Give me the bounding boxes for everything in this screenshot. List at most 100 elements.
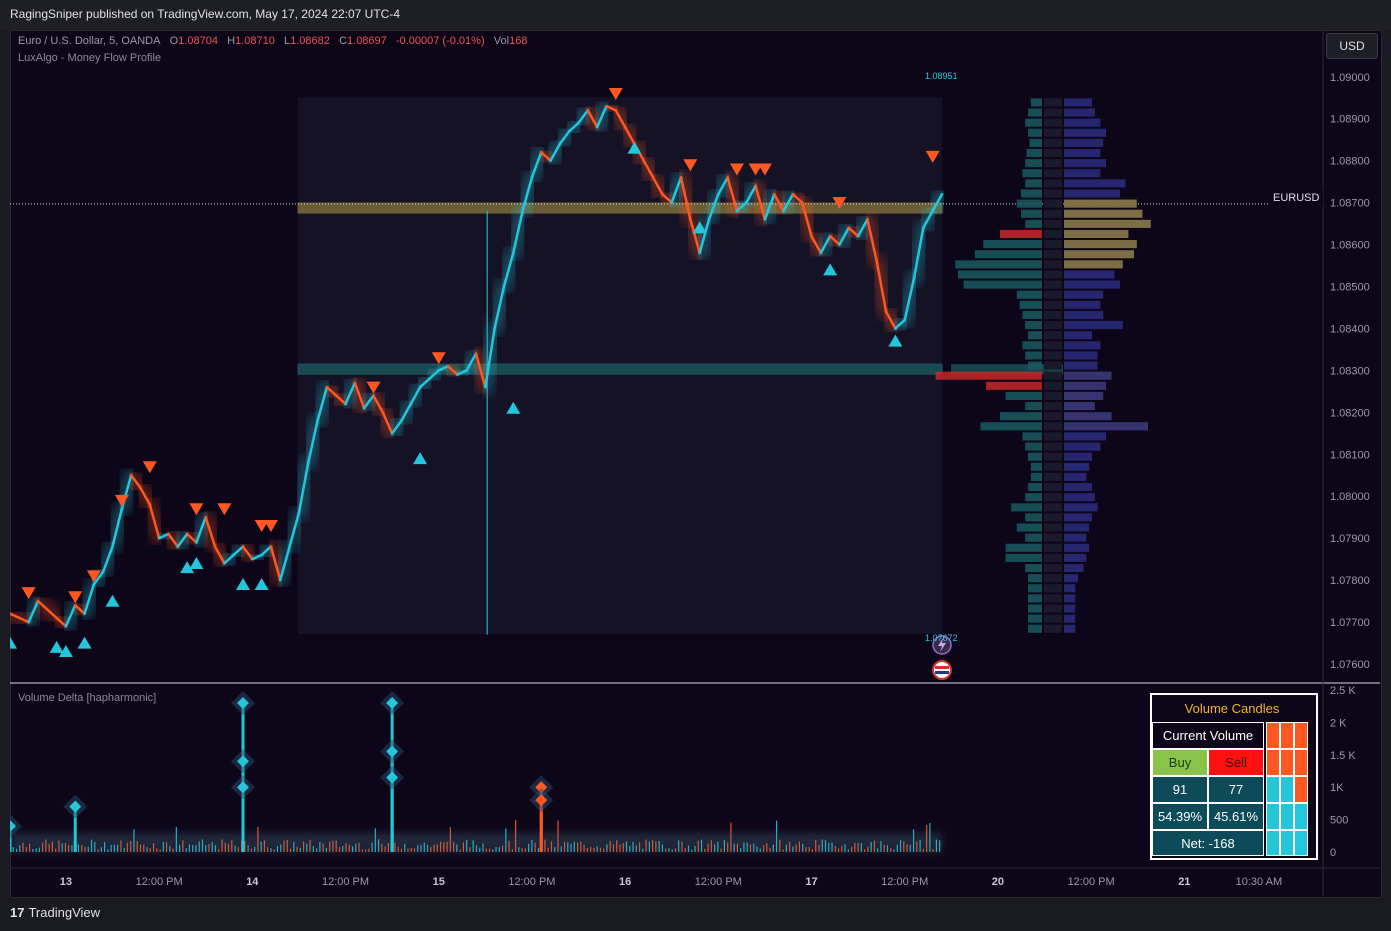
price-segment xyxy=(642,159,655,179)
net-value: Net: -168 xyxy=(1152,830,1264,856)
price-segment xyxy=(176,532,189,548)
price-tick-label: 1.08000 xyxy=(1330,491,1370,503)
price-segment xyxy=(325,385,338,397)
profile-row-mid xyxy=(1044,159,1062,168)
currency-button[interactable]: USD xyxy=(1326,33,1378,59)
profile-row-right xyxy=(1064,260,1123,269)
profile-row-mid xyxy=(1044,321,1062,330)
profile-row-left xyxy=(1022,310,1042,320)
profile-row-right xyxy=(1064,574,1078,583)
sell-signal-icon xyxy=(217,503,232,516)
price-tick-label: 1.09000 xyxy=(1330,72,1370,84)
profile-row-left xyxy=(1005,391,1042,401)
price-segment xyxy=(139,486,152,506)
price-segment xyxy=(521,176,534,213)
volume-spike-marker xyxy=(535,794,548,807)
volume-candle-cell xyxy=(1266,776,1280,803)
profile-row-mid xyxy=(1044,594,1062,603)
profile-row-right xyxy=(1064,563,1084,573)
price-tick-label: 1.08200 xyxy=(1330,407,1370,419)
volume-spike-marker xyxy=(10,820,16,833)
profile-low-label: 1.07672 xyxy=(925,633,958,643)
price-segment xyxy=(922,209,934,230)
profile-row-mid xyxy=(1044,219,1062,228)
us-flag-stripe xyxy=(935,671,949,674)
price-segment xyxy=(912,226,925,280)
profile-row-mid xyxy=(1044,351,1062,360)
price-segment xyxy=(856,218,869,238)
profile-row-mid xyxy=(1044,108,1062,117)
profile-row-left xyxy=(1028,331,1042,340)
price-tick-label: 1.08700 xyxy=(1330,198,1370,210)
profile-row-right xyxy=(1064,371,1112,380)
price-segment xyxy=(73,604,86,615)
profile-row-right xyxy=(1064,229,1129,239)
profile-row-mid xyxy=(1044,543,1062,552)
price-segment xyxy=(903,276,916,322)
price-segment xyxy=(847,226,860,238)
profile-row-left xyxy=(1028,594,1042,603)
price-segment xyxy=(362,394,375,410)
profile-row-mid xyxy=(1044,138,1062,147)
profile-row-mid xyxy=(1044,169,1062,178)
volume-spike-marker xyxy=(237,755,249,768)
profile-row-mid xyxy=(1044,290,1062,299)
profile-row-left xyxy=(1028,574,1042,583)
buy-signal-icon xyxy=(180,561,195,574)
volume-glow-band xyxy=(10,832,942,852)
price-tick-label: 1.07800 xyxy=(1330,575,1370,587)
profile-row-left xyxy=(1000,412,1042,421)
profile-row-left xyxy=(1016,199,1042,208)
footer-brand[interactable]: TradingView xyxy=(28,905,101,920)
profile-row-mid xyxy=(1044,229,1062,239)
price-segment xyxy=(512,209,524,255)
profile-row-right xyxy=(1064,543,1090,552)
profile-row-mid xyxy=(1044,604,1062,613)
profile-row-right xyxy=(1064,553,1087,562)
profile-row-right xyxy=(1064,462,1090,471)
price-segment xyxy=(679,176,692,221)
profile-row-left xyxy=(1022,432,1042,441)
profile-row-left xyxy=(1011,503,1042,512)
profile-row-right xyxy=(1064,381,1106,390)
price-segment xyxy=(726,176,739,213)
profile-row-left xyxy=(1005,553,1042,562)
price-segment xyxy=(111,507,124,548)
price-segment xyxy=(390,419,403,435)
close-value: 1.08697 xyxy=(347,35,387,47)
buy-signal-icon xyxy=(189,556,204,569)
time-tick-label: 10:30 AM xyxy=(1236,876,1282,888)
profile-row-right xyxy=(1064,341,1101,350)
volume-candle-cell xyxy=(1280,749,1294,776)
price-segment xyxy=(157,532,170,540)
symbol-name[interactable]: Euro / U.S. Dollar, 5, OANDA xyxy=(18,35,161,47)
volume-delta-title[interactable]: Volume Delta [hapharmonic] xyxy=(18,692,157,704)
price-segment xyxy=(707,192,720,221)
profile-row-left xyxy=(1022,341,1042,350)
profile-row-mid xyxy=(1044,199,1062,208)
chart-canvas[interactable]: 1.09000 1.08900 1.08800 1.08700 1.08600 1.085… xyxy=(10,30,1380,896)
profile-row-right xyxy=(1064,493,1095,502)
profile-row-right xyxy=(1064,604,1076,613)
price-tick-label: 1.08100 xyxy=(1330,449,1370,461)
buy-signal-icon xyxy=(58,645,73,658)
profile-row-right xyxy=(1064,422,1148,431)
high-value: 1.08710 xyxy=(235,35,275,47)
level-zone-extension xyxy=(951,364,1063,375)
tradingview-logo-icon[interactable]: 17 xyxy=(10,905,25,920)
price-tick-label: 1.08300 xyxy=(1330,365,1370,377)
profile-row-left xyxy=(1028,452,1042,461)
price-segment xyxy=(763,192,776,221)
profile-row-right xyxy=(1064,159,1106,168)
price-segment xyxy=(800,201,813,238)
price-segment xyxy=(428,369,440,381)
indicator-name[interactable]: LuxAlgo - Money Flow Profile xyxy=(18,52,162,64)
time-tick-label: 12:00 PM xyxy=(695,876,742,888)
low-label: L xyxy=(284,35,291,47)
profile-row-right xyxy=(1064,331,1092,340)
profile-row-left xyxy=(1030,462,1042,471)
buy-percent: 54.39% xyxy=(1152,803,1208,830)
sell-signal-icon xyxy=(729,163,744,176)
price-segment xyxy=(782,192,795,213)
profile-row-left xyxy=(1025,442,1042,451)
